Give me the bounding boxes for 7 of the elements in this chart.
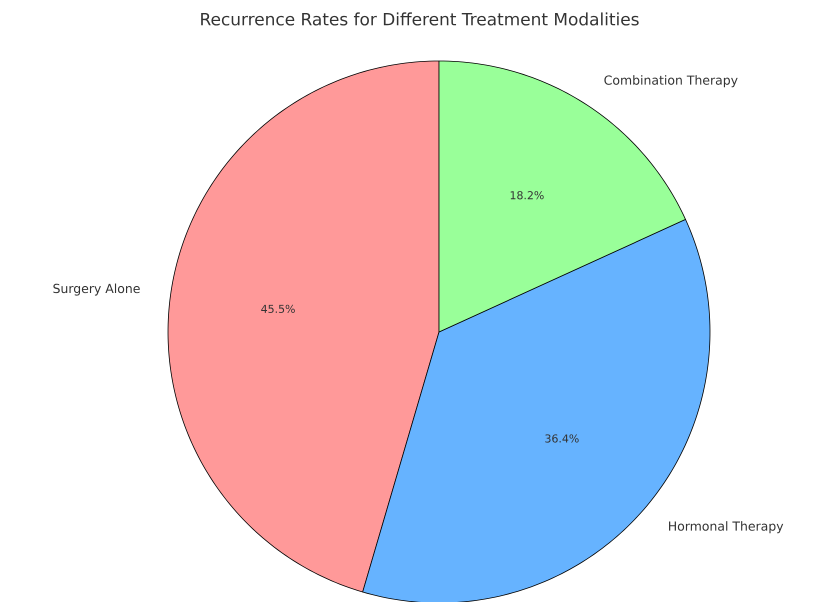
- slice-label: Combination Therapy: [604, 75, 738, 88]
- data-label: 36.4%: [545, 434, 579, 443]
- chart-title: Recurrence Rates for Different Treatment Modalities: [201, 12, 639, 26]
- data-label: 18.2%: [510, 191, 544, 200]
- slice-label: Surgery Alone: [53, 284, 140, 296]
- slice-label: Hormonal Therapy: [669, 521, 784, 534]
- data-label: 45.5%: [261, 304, 295, 313]
